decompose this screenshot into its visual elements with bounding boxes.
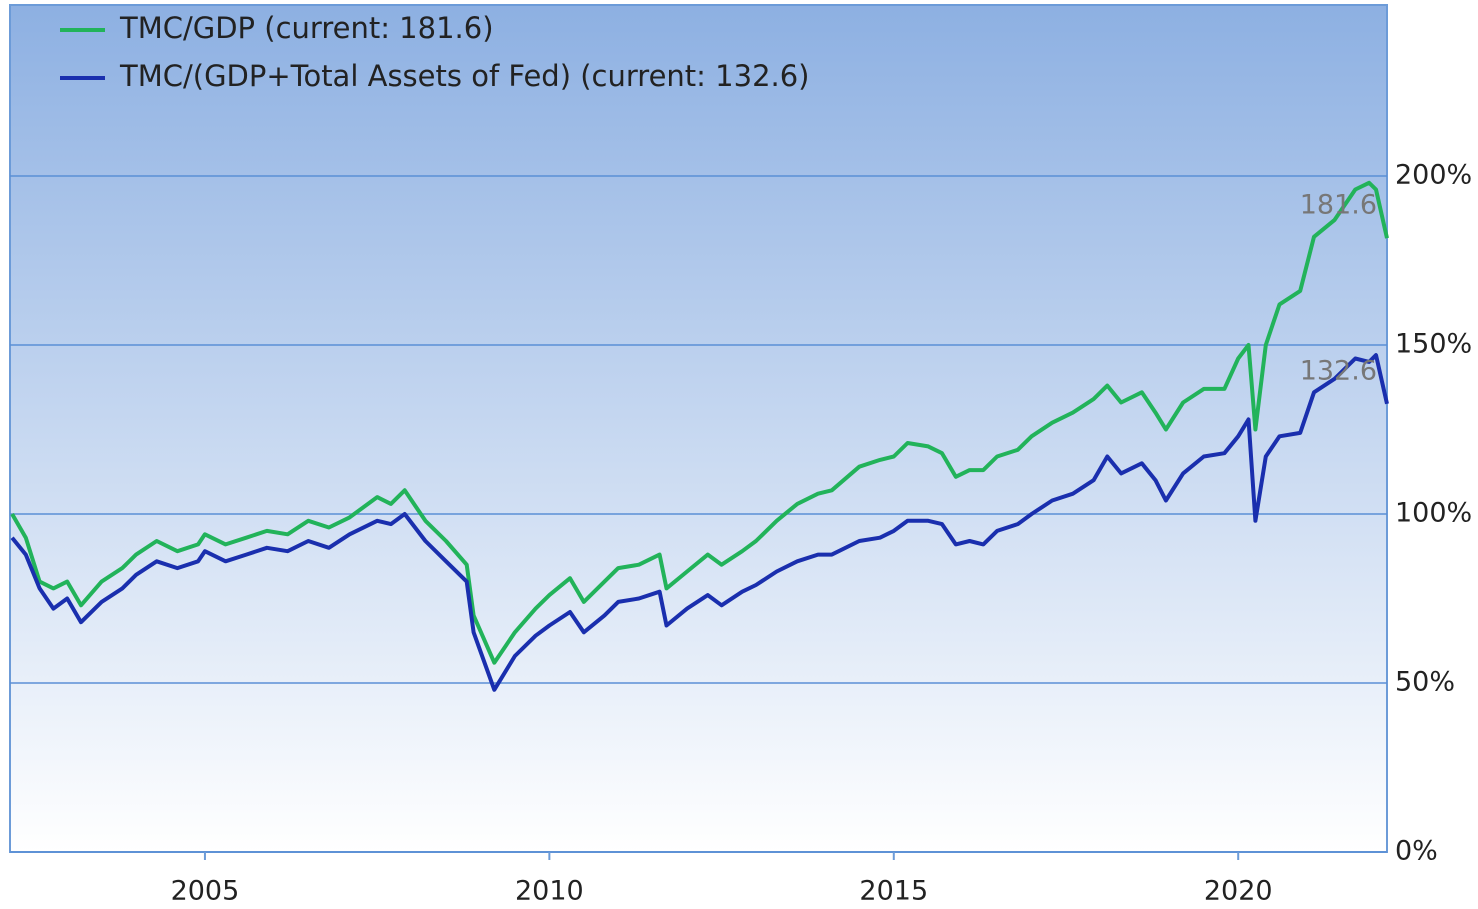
x-tick-label: 2010 [515,876,584,907]
x-tick-label: 2015 [859,876,928,907]
plot-area [9,4,1388,853]
end-label: 132.6 [1300,355,1377,386]
end-label: 181.6 [1300,190,1377,221]
y-tick-label: 0% [1395,836,1438,867]
line-series [10,353,1389,692]
y-tick-label: 200% [1395,160,1472,191]
x-tick-label: 2020 [1204,876,1273,907]
y-tick-label: 50% [1395,667,1455,698]
legend-label: TMC/GDP (current: 181.6) [119,11,494,45]
y-tick-label: 100% [1395,498,1472,529]
y-tick-label: 150% [1395,329,1472,360]
line-series [10,180,1389,665]
legend-label: TMC/(GDP+Total Assets of Fed) (current: … [119,59,810,93]
x-tick-label: 2005 [171,876,240,907]
